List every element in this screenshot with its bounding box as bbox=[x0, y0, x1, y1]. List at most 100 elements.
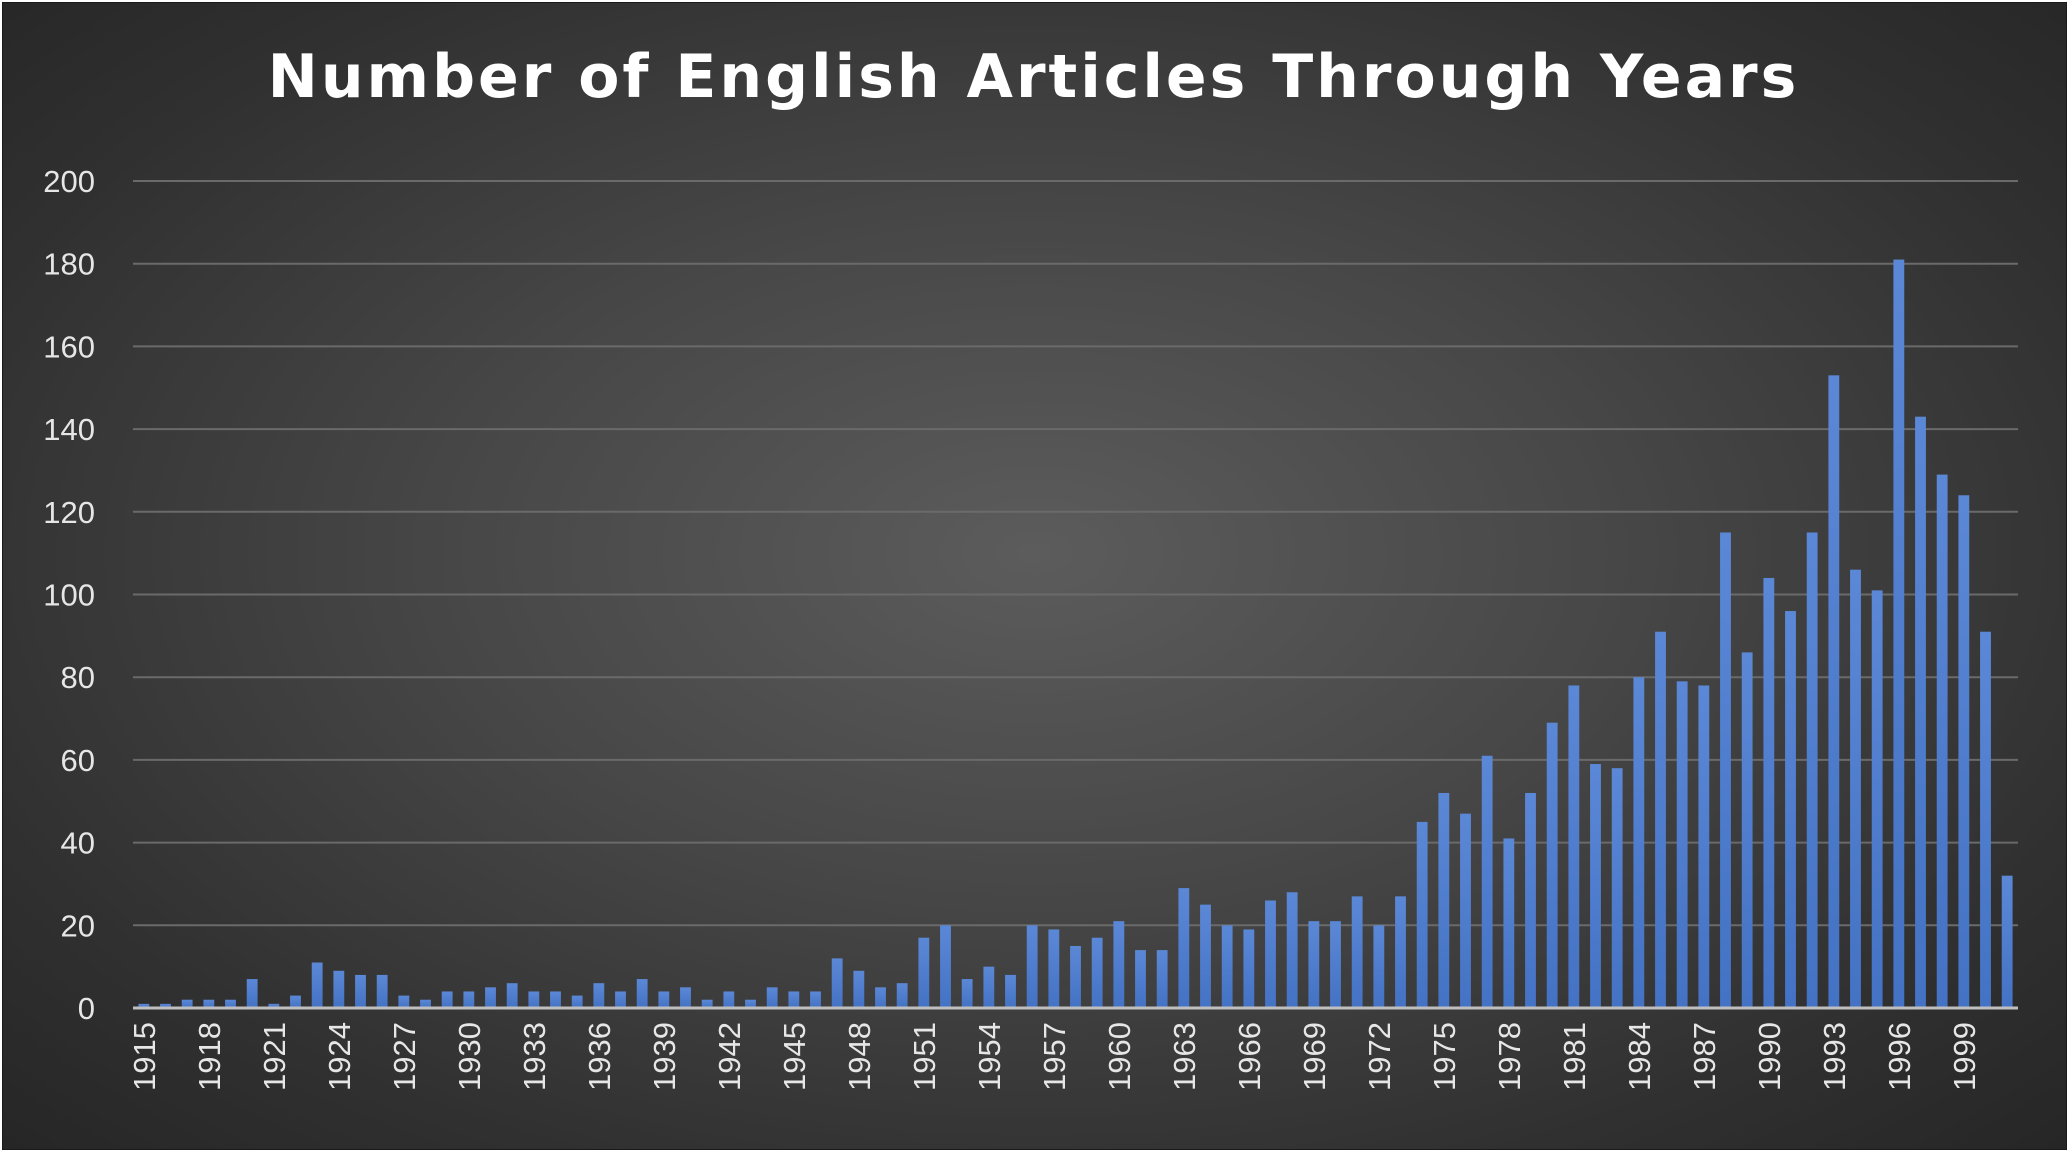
y-tick-label: 40 bbox=[61, 826, 95, 861]
bar-1961 bbox=[1135, 950, 1146, 1008]
bar-1925 bbox=[355, 974, 366, 1008]
bar-1924 bbox=[333, 970, 345, 1008]
bar-1970 bbox=[1330, 921, 1341, 1008]
bar-1918 bbox=[203, 999, 215, 1008]
x-tick-label: 1969 bbox=[1297, 1022, 1332, 1091]
y-tick-label: 0 bbox=[78, 991, 95, 1026]
bar-1935 bbox=[571, 995, 583, 1008]
bar-1969 bbox=[1308, 921, 1320, 1008]
bar-1987 bbox=[1698, 685, 1710, 1008]
y-tick-label: 60 bbox=[61, 743, 95, 778]
bar-1999 bbox=[1958, 495, 1970, 1008]
bar-1933 bbox=[528, 991, 540, 1008]
bar-1923 bbox=[311, 962, 323, 1008]
bars bbox=[138, 259, 2013, 1009]
bar-1950 bbox=[896, 983, 908, 1008]
x-tick-label: 1993 bbox=[1817, 1022, 1852, 1091]
bar-1957 bbox=[1048, 929, 1060, 1008]
bar-1974 bbox=[1416, 821, 1428, 1008]
bar-1979 bbox=[1525, 792, 1536, 1008]
bar-1927 bbox=[398, 995, 410, 1008]
bar-1937 bbox=[615, 991, 626, 1008]
bar-1919 bbox=[225, 999, 236, 1008]
bar-1956 bbox=[1026, 925, 1038, 1008]
bar-1997 bbox=[1915, 416, 1926, 1008]
x-tick-label: 1933 bbox=[517, 1022, 552, 1091]
bar-1934 bbox=[550, 991, 561, 1008]
x-tick-label: 1972 bbox=[1362, 1022, 1397, 1091]
bar-1944 bbox=[766, 987, 778, 1008]
y-tick-label: 120 bbox=[43, 495, 95, 530]
bar-1949 bbox=[875, 987, 886, 1008]
bar-1921 bbox=[268, 1003, 280, 1008]
bar-1942 bbox=[723, 991, 735, 1008]
bar-1998 bbox=[1936, 474, 1948, 1009]
bar-1973 bbox=[1395, 896, 1406, 1008]
bar-1966 bbox=[1243, 929, 1255, 1008]
x-tick-label: 1984 bbox=[1622, 1022, 1657, 1091]
bar-1953 bbox=[961, 979, 973, 1008]
bar-1981 bbox=[1568, 685, 1580, 1008]
bar-1959 bbox=[1091, 937, 1103, 1008]
bar-2001 bbox=[2001, 875, 2013, 1008]
bar-1941 bbox=[701, 999, 713, 1008]
bar-1932 bbox=[506, 983, 518, 1008]
x-tick-label: 1963 bbox=[1167, 1022, 1202, 1091]
chart-title: Number of English Articles Through Years bbox=[267, 42, 1800, 112]
bar-1917 bbox=[181, 999, 193, 1008]
x-tick-label: 1987 bbox=[1687, 1022, 1722, 1091]
bar-1926 bbox=[376, 974, 388, 1008]
bar-1982 bbox=[1590, 764, 1601, 1008]
bar-1988 bbox=[1720, 532, 1731, 1008]
bar-1976 bbox=[1460, 813, 1471, 1008]
bar-1929 bbox=[441, 991, 453, 1008]
x-tick-label: 1927 bbox=[387, 1022, 422, 1091]
bar-1931 bbox=[485, 987, 496, 1008]
bar-1922 bbox=[290, 995, 301, 1008]
bar-1977 bbox=[1481, 755, 1493, 1008]
x-tick-label: 1960 bbox=[1102, 1022, 1137, 1091]
x-tick-label: 1945 bbox=[777, 1022, 812, 1091]
bar-1936 bbox=[593, 983, 605, 1008]
gridlines bbox=[133, 180, 2018, 927]
bar-1938 bbox=[636, 979, 648, 1008]
x-tick-label: 1951 bbox=[907, 1022, 942, 1091]
x-tick-label: 1966 bbox=[1232, 1022, 1267, 1091]
bar-1960 bbox=[1113, 921, 1125, 1008]
bar-1993 bbox=[1828, 375, 1840, 1009]
bar-1989 bbox=[1741, 652, 1753, 1008]
x-tick-label: 1921 bbox=[257, 1022, 292, 1091]
y-tick-label: 100 bbox=[43, 578, 95, 613]
bar-1992 bbox=[1806, 532, 1818, 1008]
y-tick-label: 140 bbox=[43, 412, 95, 447]
bar-1915 bbox=[138, 1003, 150, 1008]
bar-1983 bbox=[1611, 768, 1623, 1008]
bar-1986 bbox=[1676, 681, 1688, 1008]
bar-1965 bbox=[1221, 925, 1233, 1008]
y-tick-labels: 0 20 40 60 80 100 120 140 160 180 200 bbox=[43, 164, 95, 1026]
x-tick-label: 1981 bbox=[1557, 1022, 1592, 1091]
y-tick-label: 80 bbox=[61, 660, 95, 695]
x-tick-label: 1939 bbox=[647, 1022, 682, 1091]
x-tick-label: 1930 bbox=[452, 1022, 487, 1091]
x-tick-label: 1954 bbox=[972, 1022, 1007, 1091]
y-tick-label: 200 bbox=[43, 164, 95, 199]
x-tick-label: 1942 bbox=[712, 1022, 747, 1091]
x-tick-label: 1975 bbox=[1427, 1022, 1462, 1091]
bar-1967 bbox=[1265, 900, 1276, 1008]
bar-1964 bbox=[1200, 904, 1211, 1008]
bar-1990 bbox=[1763, 577, 1775, 1008]
bar-1939 bbox=[658, 991, 670, 1008]
bar-1952 bbox=[940, 925, 951, 1008]
bar-1978 bbox=[1503, 838, 1515, 1008]
x-tick-label: 1936 bbox=[582, 1022, 617, 1091]
bar-1940 bbox=[680, 987, 691, 1008]
bar-1945 bbox=[788, 991, 800, 1008]
bar-1930 bbox=[463, 991, 475, 1008]
bar-1954 bbox=[983, 966, 995, 1008]
bar-1955 bbox=[1005, 974, 1016, 1008]
bar-1985 bbox=[1655, 631, 1666, 1008]
x-tick-label: 1999 bbox=[1947, 1022, 1982, 1091]
x-tick-label: 1948 bbox=[842, 1022, 877, 1091]
